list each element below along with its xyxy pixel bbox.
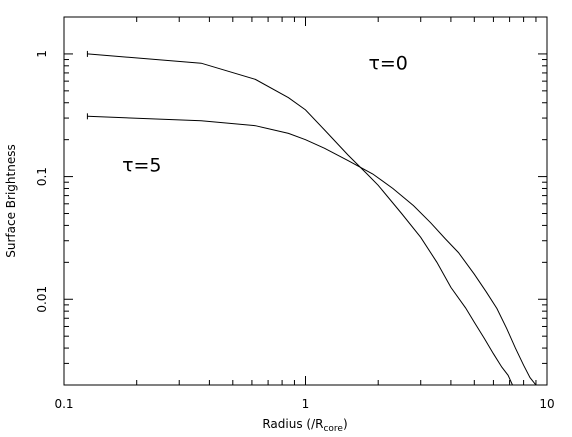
y-tick-label: 0.1 [35,167,49,186]
x-tick-label: 1 [302,397,310,411]
annotation-1: τ=5 [122,155,161,177]
axis-ticks: 0.1 1 10 0.01 0.1 1 [35,16,555,411]
x-axis-label-close: ) [343,417,348,431]
plot-frame [63,16,548,386]
x-axis-label: Radius (/Rcore) [262,417,347,434]
y-tick-label: 0.01 [35,286,49,313]
annotation-0: τ=0 [368,52,407,74]
series-lines [86,50,537,386]
y-axis-label: Surface Brightness [4,144,18,257]
x-tick-label: 10 [539,397,554,411]
annotations: τ=0 τ=5 [122,52,408,176]
x-axis-label-sub: core [323,424,343,434]
x-axis-label-main: Radius (/R [262,417,323,431]
series-line-1 [87,115,537,386]
y-tick-label: 1 [35,50,49,58]
x-tick-label: 0.1 [54,397,73,411]
series-line-0 [87,53,513,386]
